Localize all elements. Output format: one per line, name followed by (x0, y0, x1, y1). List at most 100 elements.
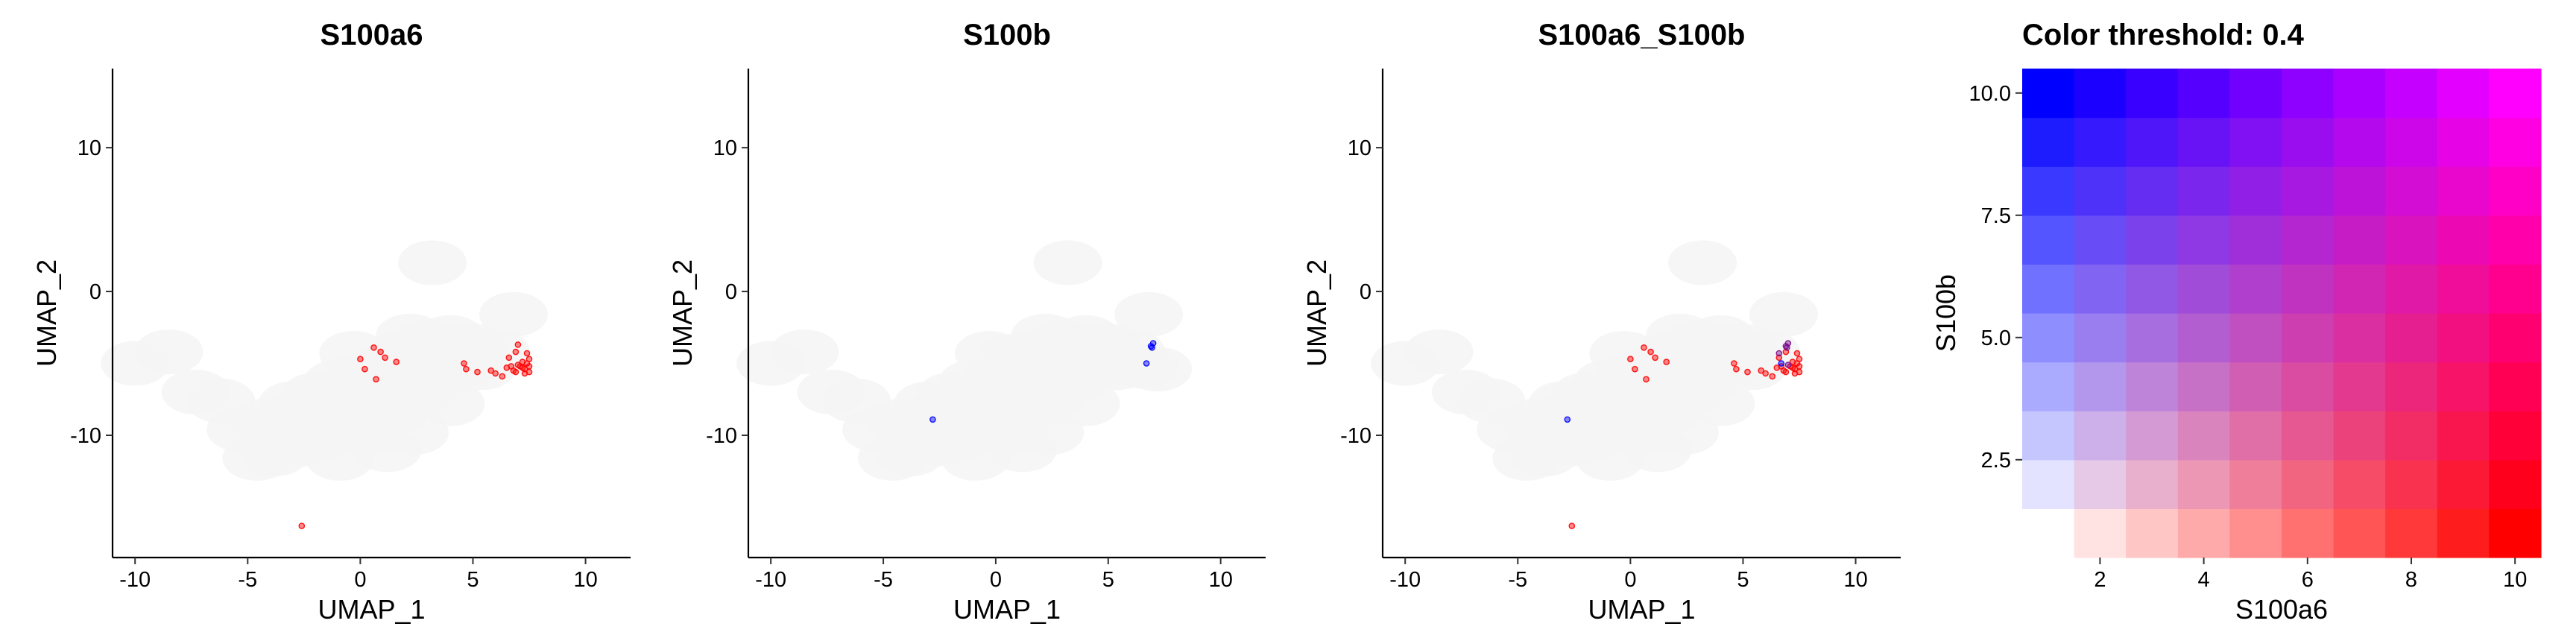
heatmap-cell (2022, 313, 2075, 363)
data-point (525, 356, 533, 363)
data-point (1564, 416, 1571, 423)
data-point (370, 344, 377, 351)
background-cell-cluster (858, 435, 927, 481)
data-point (1731, 360, 1737, 367)
heatmap-cell (2282, 117, 2334, 167)
heatmap-cell (2074, 264, 2127, 314)
x-tick-label: 5 (1737, 568, 1749, 592)
background-cells (1371, 240, 1818, 481)
series-1 (1568, 344, 1803, 529)
data-point (512, 368, 520, 376)
data-point (1793, 350, 1801, 357)
heatmap-cell (2126, 69, 2179, 119)
panel-3: -10 -5 0 5 10 -10 0 10 S100a6_S100b UMAP_1 UMAP_2 (1301, 19, 1901, 625)
heatmap-cell (2282, 508, 2334, 558)
data-point (1778, 360, 1785, 367)
x-tick-label: -5 (238, 568, 257, 592)
heatmap-cell (2074, 166, 2127, 216)
heatmap-cell (2126, 411, 2179, 461)
series-2 (1564, 360, 1785, 423)
background-cells (736, 240, 1193, 481)
panel-4: 2 4 6 8 10 2.5 5.0 7.5 10.0 Color threshold: 0.4 S… (1931, 19, 2542, 625)
data-point (1758, 367, 1764, 374)
heatmap-cell (2333, 69, 2386, 119)
data-point (929, 416, 936, 423)
data-point (1784, 362, 1792, 368)
series-1 (298, 341, 533, 529)
heatmap-cell (2022, 508, 2075, 558)
heatmap-cell (2437, 264, 2490, 314)
background-cells (101, 240, 548, 481)
heatmap-cell (2437, 508, 2490, 558)
heatmap-cell (2489, 69, 2542, 119)
heatmap-cell (2022, 411, 2075, 461)
background-cell-cluster (1717, 345, 1787, 391)
heatmap-cell (2022, 264, 2075, 314)
x-tick-label: 10 (1843, 568, 1867, 592)
heatmap-cell (2126, 362, 2179, 411)
heatmap-cell (2022, 459, 2075, 509)
heatmap-cell (2489, 117, 2542, 167)
heatmap-cell (2177, 166, 2230, 216)
heatmap-cell (2385, 117, 2438, 167)
x-tick-label: 6 (2302, 568, 2314, 592)
heatmap-cell (2437, 313, 2490, 363)
heatmap-cell (2333, 166, 2386, 216)
y-tick-label: 0 (725, 280, 737, 304)
heatmap-cell (2229, 166, 2282, 216)
data-point (393, 359, 400, 365)
heatmap-cell (2437, 117, 2490, 167)
heatmap-cell (2177, 215, 2230, 265)
heatmap-cell (2177, 362, 2230, 411)
x-tick-label: 0 (1624, 568, 1636, 592)
heatmap-cell (2126, 313, 2179, 363)
background-cell-cluster (1431, 370, 1500, 415)
y-tick-label: -10 (70, 424, 101, 448)
heatmap-cell (2229, 411, 2282, 461)
heatmap-cell (2074, 117, 2127, 167)
heatmap-cell (2437, 215, 2490, 265)
heatmap-cell (2126, 117, 2179, 167)
x-axis-title: UMAP_1 (953, 594, 1061, 625)
heatmap-cell (2282, 264, 2334, 314)
data-point (519, 364, 526, 371)
x-tick-label: 0 (990, 568, 1002, 592)
data-point (1775, 354, 1783, 362)
heatmap-cell (2177, 508, 2230, 558)
background-cell-cluster (1589, 331, 1658, 376)
heatmap-cell (2385, 69, 2438, 119)
heatmap-cell (2385, 508, 2438, 558)
chart-title: S100a6_S100b (1538, 19, 1745, 51)
data-point (474, 368, 481, 376)
data-point (1149, 344, 1155, 351)
heatmap-cell (2282, 166, 2334, 216)
x-axis-title: S100a6 (2235, 594, 2328, 625)
background-cell-cluster (1371, 341, 1440, 386)
y-axis-title: S100b (1931, 274, 1961, 352)
x-tick-label: 0 (354, 568, 366, 592)
heatmap-cell (2229, 264, 2282, 314)
y-tick-label: 0 (89, 280, 101, 304)
y-tick-label: 0 (1360, 280, 1371, 304)
x-axis-title: UMAP_1 (318, 594, 425, 625)
data-point (1627, 356, 1634, 363)
heatmap-cell (2385, 459, 2438, 509)
heatmap-cell (2385, 215, 2438, 265)
heatmap-cell (2489, 362, 2542, 411)
data-point (362, 365, 368, 373)
data-point (521, 370, 528, 377)
y-tick-label: -10 (706, 424, 737, 448)
data-point (463, 365, 470, 373)
x-axis-title: UMAP_1 (1588, 594, 1695, 625)
data-point (1775, 350, 1783, 357)
x-tick-label: 5 (467, 568, 479, 592)
data-point (1733, 365, 1740, 373)
background-cell-cluster (375, 313, 444, 359)
background-cell-cluster (306, 435, 375, 481)
data-point (1744, 368, 1751, 376)
background-cell-cluster (1033, 240, 1102, 285)
background-cell-cluster (416, 381, 485, 426)
y-tick-label: 7.5 (1981, 204, 2011, 228)
y-tick-label: 10 (78, 136, 101, 160)
